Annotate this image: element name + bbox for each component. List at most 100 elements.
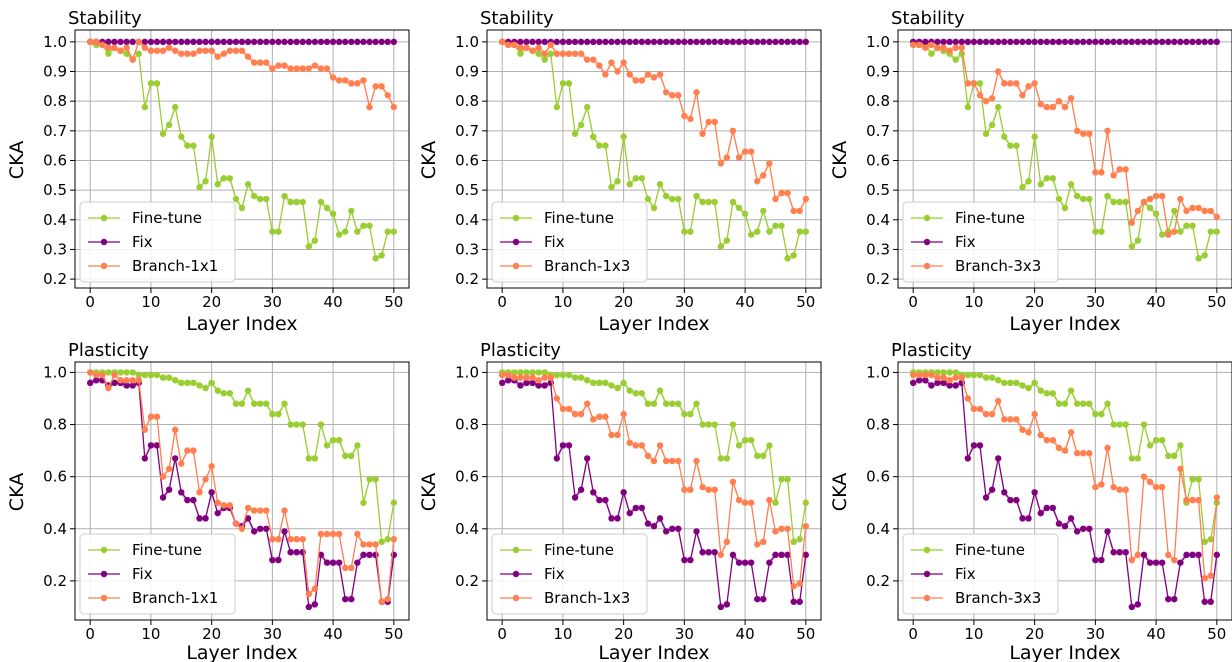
data-point-fix	[982, 38, 990, 46]
x-tick-label: 30	[675, 293, 694, 311]
data-point-branch	[705, 118, 712, 126]
legend-item-branch: Branch-1x3	[500, 589, 630, 607]
data-point-branch	[596, 413, 603, 420]
data-point-branch	[946, 377, 953, 384]
data-point-fine-tune	[263, 195, 270, 203]
legend-label: Fine-tune	[955, 541, 1025, 559]
data-point-fine-tune	[934, 369, 941, 376]
y-tick-label: 0.4	[866, 211, 890, 229]
data-point-fix	[281, 528, 288, 535]
data-point-fix	[1177, 38, 1184, 46]
data-point-branch	[1122, 166, 1129, 173]
legend-item-fix: Fix	[500, 565, 565, 583]
x-tick-label: 20	[1025, 293, 1044, 311]
data-point-branch	[717, 160, 724, 167]
data-point-fine-tune	[681, 410, 688, 418]
data-point-branch	[135, 377, 142, 384]
data-point-branch	[1080, 130, 1087, 137]
data-point-branch	[498, 371, 506, 379]
data-point-fix	[772, 38, 779, 46]
data-point-fine-tune	[760, 452, 767, 460]
data-point-fix	[976, 442, 984, 449]
data-point-fix	[760, 595, 767, 603]
data-point-branch	[117, 377, 124, 384]
data-point-branch	[184, 447, 191, 454]
y-tick-label: 0.6	[455, 151, 479, 169]
data-point-branch	[565, 50, 573, 57]
data-point-fine-tune	[620, 379, 627, 387]
data-point-fix	[784, 551, 791, 559]
data-point-branch	[650, 74, 658, 81]
data-point-fix	[1043, 38, 1050, 46]
data-point-fix	[354, 559, 361, 566]
data-point-fine-tune	[1110, 421, 1117, 428]
data-point-branch	[1171, 228, 1178, 235]
data-point-branch	[263, 59, 270, 66]
legend-label: Fix	[132, 565, 153, 583]
data-point-branch	[802, 195, 810, 203]
data-point-branch	[220, 50, 227, 57]
data-point-fix	[705, 38, 712, 46]
data-point-branch	[523, 44, 530, 51]
data-point-branch	[796, 580, 803, 587]
data-point-fine-tune	[553, 103, 561, 111]
data-point-branch	[220, 502, 227, 509]
data-point-branch	[372, 541, 379, 548]
x-tick-label: 30	[675, 625, 694, 643]
data-point-fix	[1019, 515, 1026, 522]
y-tick-label: 0.2	[866, 270, 890, 288]
data-point-fine-tune	[1049, 175, 1057, 182]
data-point-fix	[541, 382, 548, 389]
data-point-fine-tune	[1061, 400, 1069, 407]
data-point-fine-tune	[378, 252, 385, 259]
legend-swatch-marker	[923, 214, 931, 222]
data-point-fix	[390, 38, 398, 46]
data-point-fine-tune	[778, 476, 785, 483]
data-point-fix	[293, 38, 300, 46]
y-tick-label: 0.2	[455, 572, 479, 590]
data-point-fix	[1201, 598, 1208, 605]
data-point-fix	[263, 38, 270, 46]
data-point-fine-tune	[250, 192, 258, 200]
data-point-branch	[553, 50, 561, 57]
data-point-fix	[699, 38, 706, 46]
legend-swatch-marker	[100, 262, 108, 270]
data-point-branch	[717, 551, 724, 559]
data-point-fix	[995, 38, 1002, 46]
data-point-fix	[669, 38, 676, 46]
legend-label: Fix	[955, 565, 976, 583]
y-tick-label: 0.2	[43, 572, 67, 590]
data-point-fix	[614, 38, 621, 46]
data-point-branch	[111, 371, 118, 379]
data-point-fine-tune	[669, 195, 676, 203]
data-point-branch	[988, 410, 996, 418]
data-point-fine-tune	[1128, 455, 1136, 462]
data-point-fine-tune	[105, 50, 112, 57]
data-point-fix	[644, 520, 652, 527]
data-point-fix	[1110, 549, 1117, 556]
legend: Fine-tune Fix Branch-3x3	[902, 533, 1059, 615]
legend-swatch-marker	[923, 262, 931, 270]
data-point-branch	[147, 47, 155, 54]
data-point-branch	[675, 457, 682, 465]
chart-title: Stability	[891, 8, 965, 29]
data-point-fix	[360, 551, 367, 559]
data-point-fix	[565, 442, 573, 449]
legend-swatch-marker	[923, 570, 931, 578]
data-point-branch	[1201, 207, 1208, 215]
data-point-branch	[541, 50, 548, 57]
data-point-branch	[1146, 478, 1154, 486]
data-point-branch	[378, 598, 385, 605]
data-point-branch	[1213, 494, 1221, 501]
data-point-branch	[1067, 95, 1075, 102]
data-point-branch	[129, 377, 136, 384]
data-point-fine-tune	[1007, 142, 1014, 149]
data-point-fine-tune	[638, 175, 646, 182]
data-point-fine-tune	[729, 198, 737, 206]
y-tick-label: 1.0	[866, 33, 890, 51]
data-point-fix	[86, 379, 94, 387]
data-point-branch	[529, 47, 536, 54]
data-point-fine-tune	[1049, 390, 1057, 397]
x-tick-label: 10	[141, 293, 160, 311]
